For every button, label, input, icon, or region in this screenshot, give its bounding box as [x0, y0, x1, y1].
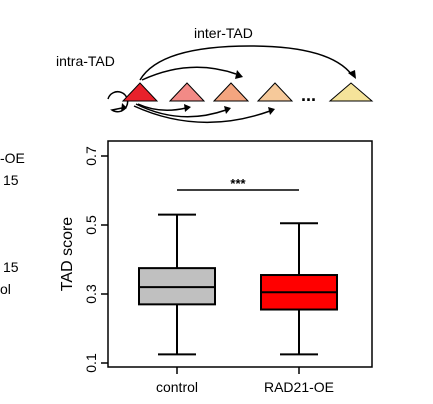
arrowhead-upper-short: [235, 70, 243, 79]
intra-tad-label: intra-TAD: [56, 53, 115, 69]
arrowhead-upper-long: [348, 70, 356, 79]
boxplot-chart: TAD score 0.1 0.3 0.5 0.7 control RAD21-OE ***: [59, 140, 373, 395]
arc-lower-2: [135, 103, 227, 118]
arrowhead-lower-1: [184, 104, 191, 112]
arc-lower-3: [133, 105, 271, 124]
plot-frame: [107, 140, 373, 368]
side-text-2: 15: [3, 172, 19, 188]
y-tick-label-1: 0.3: [83, 284, 99, 304]
arc-lower-1: [137, 103, 187, 111]
tad-triangle-3: [212, 82, 250, 102]
y-axis-label: TAD score: [59, 217, 76, 291]
tad-triangle-5: [328, 82, 374, 102]
y-tick-label-0: 0.1: [83, 353, 99, 373]
inter-tad-label: inter-TAD: [194, 25, 253, 41]
x-tick-label-1: control: [156, 379, 198, 395]
ellipsis-dots: ...: [301, 85, 316, 105]
intra-arrowhead: [121, 103, 127, 112]
significance-label: ***: [230, 176, 246, 191]
tad-triangle-1: [121, 82, 159, 102]
side-text-4: ol: [0, 281, 11, 297]
tad-triangle-2: [168, 82, 206, 102]
side-text-1: -OE: [0, 150, 25, 166]
tad-triangle-4: [256, 82, 294, 102]
arc-upper-short: [141, 66, 237, 81]
tad-diagram: inter-TAD intra-TAD ...: [56, 25, 374, 124]
side-text-3: 15: [3, 259, 19, 275]
arrowhead-lower-3: [268, 107, 275, 115]
y-tick-label-3: 0.7: [83, 146, 99, 166]
arc-upper-long: [139, 45, 353, 81]
y-tick-label-2: 0.5: [83, 215, 99, 235]
x-tick-label-2: RAD21-OE: [264, 379, 334, 395]
arrowhead-lower-2: [224, 106, 231, 114]
